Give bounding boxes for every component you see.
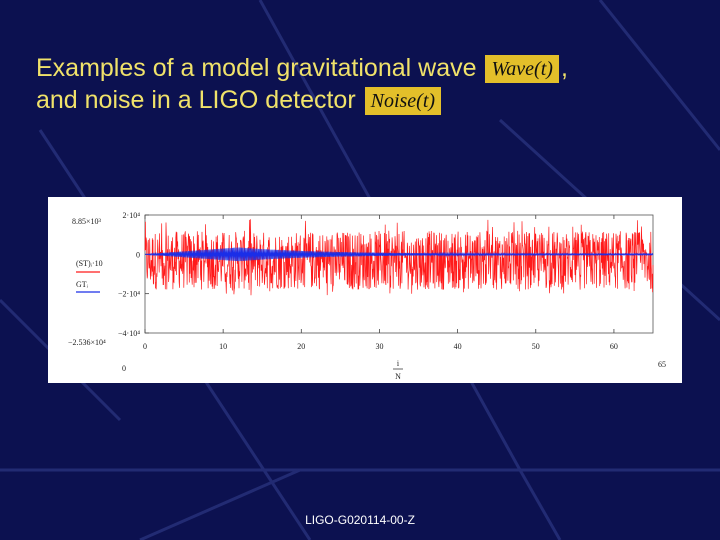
noise-series-line xyxy=(144,219,654,296)
x-tick-label: 10 xyxy=(219,342,227,351)
y-tick-label: 0 xyxy=(136,250,140,259)
slide-title: Examples of a model gravitational wave W… xyxy=(36,52,716,116)
y-tick-label: 2·10⁴ xyxy=(123,211,141,220)
footer-id: LIGO-G020114-00-Z xyxy=(305,513,415,527)
legend-label-gt: GTᵢ xyxy=(76,280,89,289)
x-tick-label: 40 xyxy=(454,342,462,351)
series-group xyxy=(144,219,654,296)
y-ticks: 2·10⁴ 0 −2·10⁴ −4·10⁴ xyxy=(118,211,149,338)
title-line-2: and noise in a LIGO detector Noise(t) xyxy=(36,84,716,116)
x-tick-label: 60 xyxy=(610,342,618,351)
x-origin-label: 0 xyxy=(122,364,126,373)
wave-equation: Wave(t) xyxy=(485,55,559,83)
chart: 0 10 20 30 40 50 60 2·10⁴ 0 −2·10⁴ −4·10⁴ 8.85×10… xyxy=(48,197,682,383)
title-line-1: Examples of a model gravitational wave W… xyxy=(36,52,716,84)
y-extra-top-label: 8.85×10³ xyxy=(72,217,102,226)
legend-label-st: (ST)ᵢ·10 xyxy=(76,259,103,268)
chart-background xyxy=(48,197,682,383)
x-tick-label: 20 xyxy=(297,342,305,351)
y-extra-bottom-label: −2.536×10⁴ xyxy=(68,338,106,347)
y-tick-label: −4·10⁴ xyxy=(118,329,140,338)
xlabel-denominator: N xyxy=(395,372,401,381)
xlabel-numerator: i xyxy=(397,359,400,368)
x-ticks: 0 10 20 30 40 50 60 xyxy=(143,215,618,351)
noise-equation: Noise(t) xyxy=(364,87,442,115)
title-text-1: Examples of a model gravitational wave xyxy=(36,54,477,82)
title-comma: , xyxy=(560,54,568,82)
x-tick-label: 50 xyxy=(532,342,540,351)
title-text-2: and noise in a LIGO detector xyxy=(36,86,356,114)
wave-series-line xyxy=(144,247,654,262)
x-tick-label: 30 xyxy=(375,342,383,351)
x-end-label: 65 xyxy=(658,360,666,369)
y-tick-label: −2·10⁴ xyxy=(118,290,140,299)
x-tick-label: 0 xyxy=(143,342,147,351)
